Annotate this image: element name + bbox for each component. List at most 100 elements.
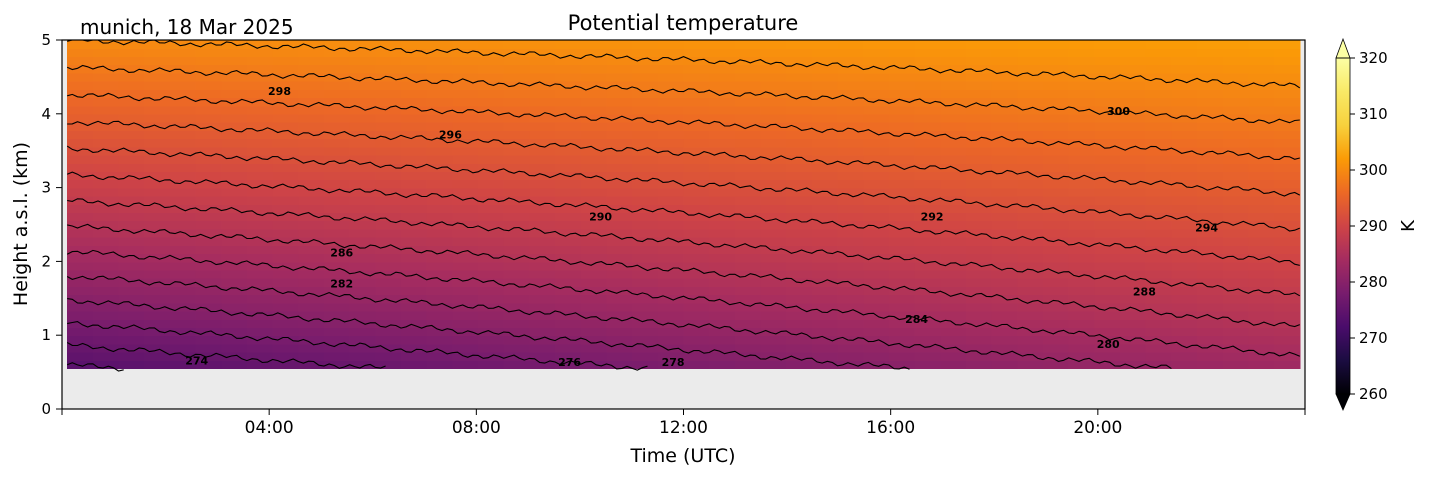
- field-cell: [1145, 72, 1173, 82]
- field-cell: [529, 138, 556, 148]
- field-cell: [1197, 220, 1224, 230]
- field-cell: [272, 286, 299, 296]
- field-cell: [349, 261, 376, 271]
- field-cell: [1197, 48, 1224, 58]
- field-cell: [632, 48, 659, 58]
- field-cell: [632, 64, 659, 74]
- field-cell: [298, 294, 325, 304]
- field-cell: [837, 105, 864, 115]
- field-cell: [452, 310, 479, 320]
- field-cell: [555, 253, 582, 263]
- field-cell: [555, 335, 582, 345]
- field-cell: [709, 171, 736, 181]
- field-cell: [991, 245, 1018, 255]
- field-cell: [580, 113, 608, 123]
- field-cell: [709, 64, 736, 74]
- field-cell: [452, 89, 479, 99]
- field-cell: [1068, 187, 1095, 197]
- field-cell: [221, 261, 248, 271]
- field-cell: [657, 261, 685, 271]
- field-cell: [965, 335, 993, 345]
- field-cell: [221, 245, 248, 255]
- field-cell: [375, 113, 402, 123]
- field-cell: [144, 204, 171, 214]
- field-cell: [529, 237, 556, 246]
- field-cell: [1120, 310, 1147, 320]
- field-cell: [811, 81, 839, 90]
- field-cell: [940, 335, 967, 345]
- field-cell: [1171, 204, 1198, 214]
- field-cell: [529, 113, 556, 123]
- field-cell: [221, 179, 248, 189]
- field-cell: [1120, 212, 1147, 222]
- field-cell: [863, 89, 890, 99]
- field-cell: [169, 187, 197, 197]
- field-cell: [298, 146, 325, 156]
- field-cell: [246, 72, 274, 82]
- field-cell: [683, 89, 710, 99]
- field-cell: [1145, 163, 1173, 172]
- field-cell: [144, 171, 171, 181]
- field-cell: [1274, 302, 1301, 312]
- field-cell: [811, 179, 839, 189]
- field-cell: [760, 245, 787, 255]
- field-cell: [426, 171, 453, 181]
- field-cell: [503, 343, 531, 353]
- field-cell: [401, 113, 428, 123]
- field-cell: [1043, 154, 1070, 164]
- field-cell: [426, 351, 453, 361]
- field-cell: [786, 286, 813, 296]
- field-cell: [452, 130, 479, 140]
- field-cell: [965, 269, 993, 279]
- field-cell: [1094, 81, 1121, 90]
- field-cell: [940, 278, 967, 287]
- field-cell: [1120, 343, 1147, 353]
- field-cell: [1222, 138, 1250, 148]
- field-cell: [246, 40, 274, 49]
- field-cell: [811, 138, 839, 148]
- field-cell: [1222, 163, 1250, 172]
- field-cell: [1222, 89, 1250, 99]
- field-cell: [169, 228, 197, 238]
- field-cell: [529, 269, 556, 279]
- field-cell: [452, 97, 479, 107]
- field-cell: [144, 154, 171, 164]
- field-cell: [965, 48, 993, 58]
- field-cell: [1197, 64, 1224, 74]
- field-cell: [580, 212, 608, 222]
- field-cell: [863, 319, 890, 328]
- field-cell: [118, 343, 145, 353]
- field-cell: [888, 154, 916, 164]
- field-cell: [67, 286, 94, 296]
- field-cell: [529, 245, 556, 255]
- field-cell: [92, 237, 120, 246]
- field-cell: [401, 122, 428, 131]
- field-cell: [246, 294, 274, 304]
- contour-label: 290: [589, 210, 612, 223]
- field-cell: [1222, 56, 1250, 66]
- field-cell: [195, 48, 222, 58]
- field-cell: [349, 113, 376, 123]
- field-cell: [503, 335, 531, 345]
- field-cell: [1248, 335, 1275, 345]
- field-cell: [529, 40, 556, 49]
- field-cell: [1274, 146, 1301, 156]
- field-cell: [1274, 171, 1301, 181]
- field-cell: [349, 220, 376, 230]
- field-cell: [1120, 154, 1147, 164]
- field-cell: [92, 253, 120, 263]
- field-cell: [349, 204, 376, 214]
- colorbar-tick-label: 310: [1359, 105, 1388, 123]
- field-cell: [1017, 228, 1044, 238]
- field-cell: [298, 212, 325, 222]
- field-cell: [1120, 261, 1147, 271]
- field-cell: [246, 228, 274, 238]
- field-cell: [811, 187, 839, 197]
- field-cell: [683, 163, 710, 172]
- field-cell: [323, 220, 351, 230]
- field-cell: [888, 310, 916, 320]
- field-cell: [888, 278, 916, 287]
- field-cell: [92, 64, 120, 74]
- field-cell: [1017, 40, 1044, 49]
